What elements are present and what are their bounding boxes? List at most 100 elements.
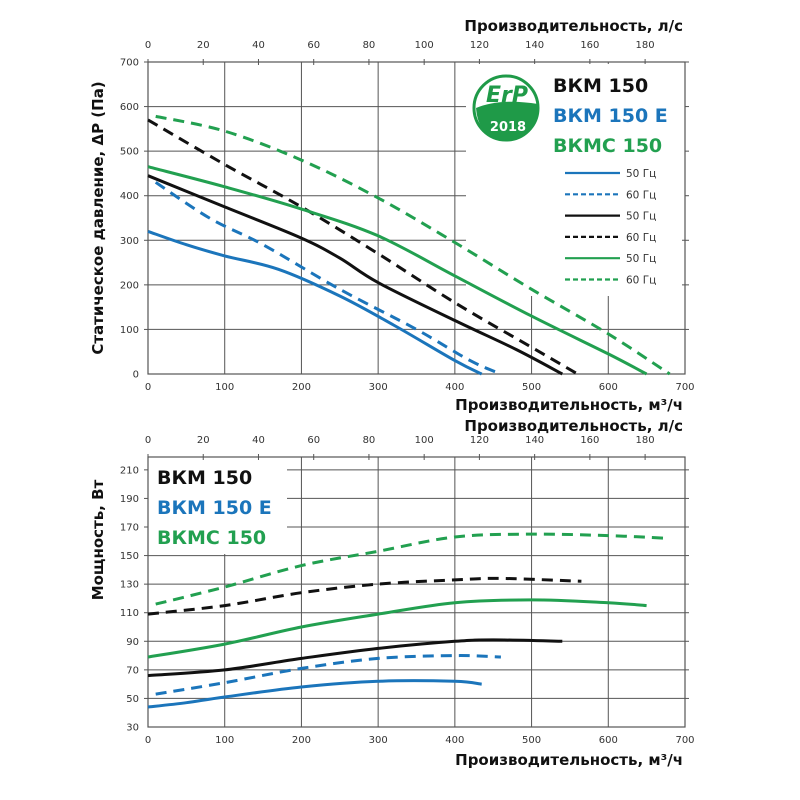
top-x-tick-label: 100: [215, 382, 234, 393]
top-x2-tick-label: 180: [636, 40, 655, 51]
top-x2-tick-label: 160: [580, 40, 599, 51]
top-y-axis-title: Статическое давление, ΔP (Па): [89, 81, 107, 354]
bot-y-tick-label: 190: [120, 494, 139, 505]
bot-x2-tick-label: 80: [363, 435, 376, 446]
top-x-tick-label: 200: [292, 382, 311, 393]
top-series-vkmc150-60hz: [155, 114, 671, 376]
top-series: [147, 114, 671, 376]
bot-x-tick-label: 400: [445, 735, 464, 746]
bot-y-tick-label: 210: [120, 465, 139, 476]
top-x-tick-labels: 0 100 200 300 400 500 600 700: [145, 382, 695, 393]
bot-series-vkm150e-50hz: [147, 679, 482, 709]
bot-y-tick-label: 30: [126, 723, 139, 734]
bot-series-vkmc150-50hz: [147, 598, 647, 659]
top-x-tick-label: 600: [599, 382, 618, 393]
top-y-tick-label: 300: [120, 236, 139, 247]
pressure-chart: Производительность, л/с 0 20 40 60 80 100 120 1…: [89, 17, 695, 414]
top-series-vkm150-50hz: [147, 174, 564, 376]
legend-label: 50 Гц: [626, 253, 656, 265]
top-y-tick-label: 600: [120, 102, 139, 113]
legend-label: 60 Гц: [626, 232, 656, 244]
bottom-brand-vkm150e: ВКМ 150 Е: [157, 497, 272, 519]
bottom-brand-vkm150: ВКМ 150: [157, 467, 252, 489]
legend-label: 50 Гц: [626, 211, 656, 223]
bot-x2-tick-label: 160: [580, 435, 599, 446]
bot-x2-tick-label: 140: [525, 435, 544, 446]
bot-x-tick-label: 600: [599, 735, 618, 746]
bot-y-tick-label: 150: [120, 551, 139, 562]
top-x2-tick-label: 20: [197, 40, 210, 51]
legend-label: 60 Гц: [626, 275, 656, 287]
legend-label: 60 Гц: [626, 189, 656, 201]
bottom-x2-axis-title: Производительность, л/с: [464, 417, 683, 435]
top-x-axis-title: Производительность, м³/ч: [455, 396, 683, 414]
bot-x2-tick-label: 180: [636, 435, 655, 446]
top-y-tick-label: 400: [120, 191, 139, 202]
top-x-tick-label: 300: [369, 382, 388, 393]
power-chart: Производительность, л/с 0 20 40 60 80 100 120 1…: [89, 417, 695, 769]
erp-2018-badge: ErP 2018: [472, 74, 540, 142]
top-x2-tick-label: 60: [307, 40, 320, 51]
bot-y-tick-label: 130: [120, 580, 139, 591]
bottom-brand-vkmc150: ВКМС 150: [157, 527, 266, 549]
bot-series-vkm150-50hz: [147, 638, 563, 678]
top-x2-axis-title: Производительность, л/с: [464, 17, 683, 35]
bottom-y-axis-title: Мощность, Вт: [89, 479, 107, 600]
legend-label: 50 Гц: [626, 168, 656, 180]
erp-badge-text: ErP: [486, 83, 528, 108]
top-x2-tick-label: 0: [145, 40, 151, 51]
bot-x-tick-label: 500: [522, 735, 541, 746]
bot-x-tick-label: 200: [292, 735, 311, 746]
bot-x2-tick-label: 40: [252, 435, 265, 446]
top-series-vkm150-60hz: [147, 118, 579, 376]
top-x2-tick-label: 40: [252, 40, 265, 51]
bottom-x2-tick-labels: 0 20 40 60 80 100 120 140 160 180: [145, 435, 655, 460]
top-brand-vkm150e: ВКМ 150 Е: [553, 105, 668, 127]
top-y-tick-label: 0: [133, 370, 139, 381]
bot-y-tick-label: 90: [126, 637, 139, 648]
bot-y-tick-label: 110: [120, 608, 139, 619]
top-series-vkm150e-50hz: [147, 229, 483, 376]
top-x2-tick-label: 100: [415, 40, 434, 51]
top-x2-tick-labels: 0 20 40 60 80 100 120 140 160 180: [145, 40, 655, 65]
top-y-tick-label: 200: [120, 280, 139, 291]
bottom-series: [147, 532, 670, 709]
bot-x2-tick-label: 0: [145, 435, 151, 446]
top-series-vkmc150-50hz: [147, 165, 648, 376]
top-brand-vkmc150: ВКМС 150: [553, 135, 662, 157]
bot-series-vkmc150-60hz: [155, 532, 670, 606]
bot-x-tick-label: 100: [215, 735, 234, 746]
top-x-tick-label: 500: [522, 382, 541, 393]
bottom-x-axis-title: Производительность, м³/ч: [455, 751, 683, 769]
top-x-tick-label: 700: [675, 382, 694, 393]
top-legend: 50 Гц 60 Гц 50 Гц 60 Гц 50 Гц 60 Гц: [565, 168, 656, 287]
bot-plot-frame: [147, 456, 686, 728]
top-x2-tick-label: 80: [363, 40, 376, 51]
top-x-tick-label: 0: [145, 382, 151, 393]
top-y-tick-labels: 0 100 200 300 400 500 600 700: [120, 58, 139, 381]
bot-series-vkm150e-60hz: [155, 654, 501, 696]
bottom-y-tick-labels: 30 50 70 90 110 130 150 170 190 210: [120, 465, 139, 733]
top-series-vkm150e-60hz: [154, 181, 502, 376]
top-x2-tick-label: 120: [470, 40, 489, 51]
bot-series-vkm150-60hz: [147, 576, 582, 616]
top-grid: [144, 61, 689, 375]
bot-x-tick-label: 700: [675, 735, 694, 746]
bottom-legend-background: [152, 462, 284, 554]
bot-y-tick-label: 70: [126, 665, 139, 676]
bottom-x-tick-labels: 0 100 200 300 400 500 600 700: [145, 735, 695, 746]
bot-x-tick-label: 300: [369, 735, 388, 746]
bot-y-tick-label: 170: [120, 523, 139, 534]
erp-badge-year: 2018: [490, 120, 526, 135]
erp-leaf-icon: [476, 101, 538, 140]
bot-x-tick-label: 0: [145, 735, 151, 746]
bot-x2-tick-label: 20: [197, 435, 210, 446]
top-brand-vkm150: ВКМ 150: [553, 75, 648, 97]
top-y-tick-label: 100: [120, 325, 139, 336]
bot-x2-tick-label: 120: [470, 435, 489, 446]
top-x2-tick-label: 140: [525, 40, 544, 51]
bot-x2-tick-label: 100: [415, 435, 434, 446]
top-y-tick-label: 500: [120, 147, 139, 158]
top-y-tick-label: 700: [120, 58, 139, 69]
